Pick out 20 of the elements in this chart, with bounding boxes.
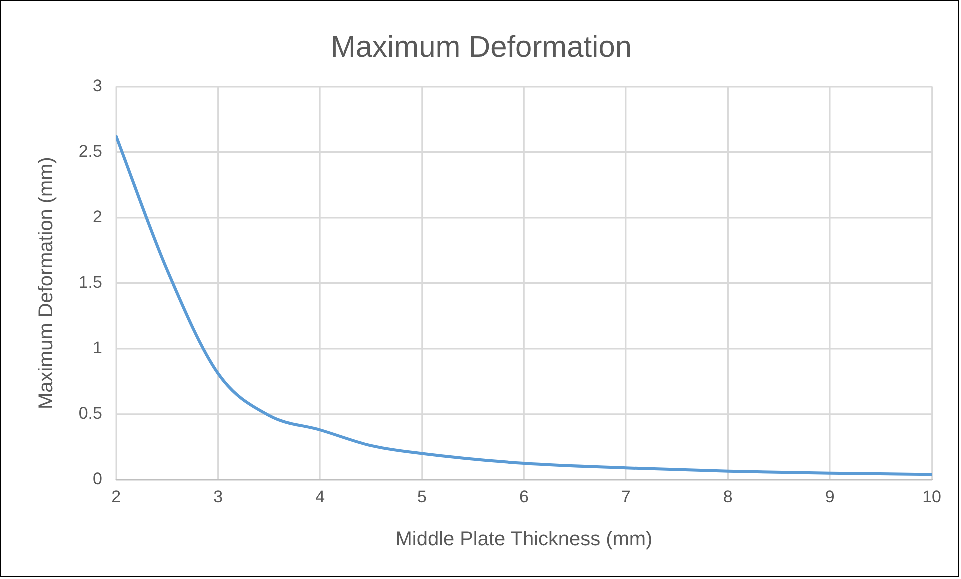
y-axis-title: Maximum Deformation (mm) — [35, 157, 58, 410]
x-axis-title: Middle Plate Thickness (mm) — [396, 528, 653, 551]
y-tick-label: 0.5 — [78, 404, 102, 424]
x-tick-label: 5 — [418, 488, 427, 507]
x-tick-label: 6 — [520, 488, 529, 507]
x-tick-label: 9 — [825, 488, 835, 507]
y-tick-label: 3 — [92, 76, 102, 96]
x-tick-label: 8 — [723, 488, 733, 507]
y-tick-label: 0 — [92, 470, 102, 489]
x-tick-label: 10 — [922, 488, 942, 507]
chart-title: Maximum Deformation — [330, 31, 632, 64]
y-tick-label: 1.5 — [78, 273, 102, 292]
x-tick-label: 3 — [214, 488, 224, 507]
x-tick-label: 2 — [112, 488, 122, 507]
y-tick-label: 2.5 — [78, 142, 102, 161]
line-series — [116, 135, 932, 476]
y-tick-label: 1 — [92, 338, 102, 358]
x-tick-label: 4 — [316, 488, 326, 507]
y-tick-label: 2 — [92, 207, 102, 226]
x-tick-label: 7 — [621, 488, 631, 507]
